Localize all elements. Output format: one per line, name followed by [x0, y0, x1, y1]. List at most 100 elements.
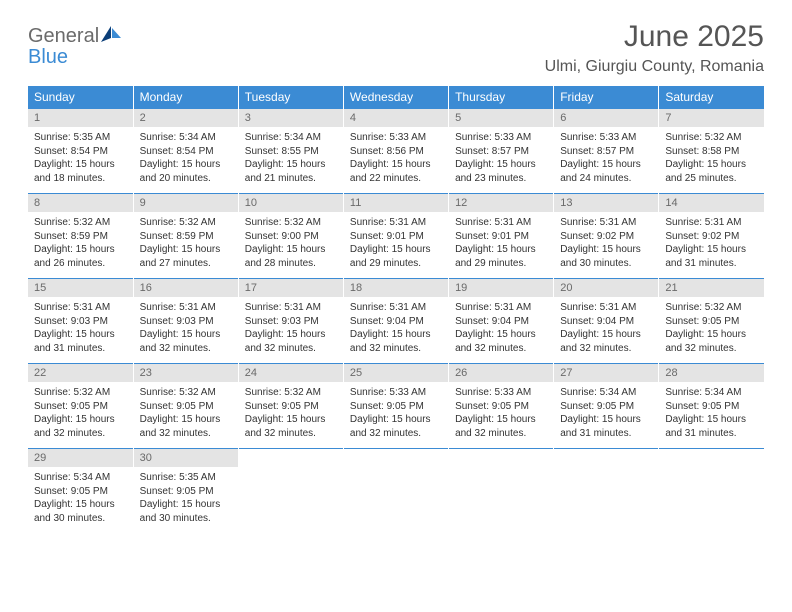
sunrise-text: Sunrise: 5:34 AM: [245, 131, 337, 145]
day-number: 4: [344, 109, 448, 127]
daylight-line1: Daylight: 15 hours: [245, 158, 337, 172]
day-body: Sunrise: 5:31 AMSunset: 9:01 PMDaylight:…: [449, 212, 553, 278]
day-body: Sunrise: 5:31 AMSunset: 9:01 PMDaylight:…: [344, 212, 448, 278]
sunrise-text: Sunrise: 5:32 AM: [34, 386, 127, 400]
day-body: Sunrise: 5:32 AMSunset: 8:59 PMDaylight:…: [28, 212, 133, 278]
sunrise-text: Sunrise: 5:35 AM: [34, 131, 127, 145]
day-number: 18: [344, 279, 448, 297]
daylight-line2: and 32 minutes.: [455, 427, 547, 441]
daylight-line2: and 32 minutes.: [455, 342, 547, 356]
daylight-line1: Daylight: 15 hours: [350, 413, 442, 427]
daylight-line2: and 25 minutes.: [665, 172, 758, 186]
daylight-line2: and 26 minutes.: [34, 257, 127, 271]
sunrise-text: Sunrise: 5:31 AM: [560, 301, 652, 315]
daylight-line1: Daylight: 15 hours: [34, 413, 127, 427]
day-number: 10: [239, 194, 343, 212]
day-cell: 23Sunrise: 5:32 AMSunset: 9:05 PMDayligh…: [133, 364, 238, 449]
sunrise-text: Sunrise: 5:33 AM: [455, 131, 547, 145]
day-cell: 3Sunrise: 5:34 AMSunset: 8:55 PMDaylight…: [238, 109, 343, 194]
day-cell: 24Sunrise: 5:32 AMSunset: 9:05 PMDayligh…: [238, 364, 343, 449]
sunset-text: Sunset: 9:05 PM: [665, 315, 758, 329]
daylight-line2: and 21 minutes.: [245, 172, 337, 186]
sunset-text: Sunset: 9:02 PM: [665, 230, 758, 244]
daylight-line1: Daylight: 15 hours: [34, 243, 127, 257]
daylight-line2: and 28 minutes.: [245, 257, 337, 271]
sunset-text: Sunset: 9:05 PM: [455, 400, 547, 414]
sunset-text: Sunset: 9:04 PM: [455, 315, 547, 329]
day-cell: 29Sunrise: 5:34 AMSunset: 9:05 PMDayligh…: [28, 449, 133, 534]
day-cell: 20Sunrise: 5:31 AMSunset: 9:04 PMDayligh…: [554, 279, 659, 364]
sunset-text: Sunset: 9:05 PM: [245, 400, 337, 414]
day-body: Sunrise: 5:33 AMSunset: 9:05 PMDaylight:…: [449, 382, 553, 448]
daylight-line1: Daylight: 15 hours: [350, 158, 442, 172]
daylight-line2: and 32 minutes.: [34, 427, 127, 441]
day-number: 19: [449, 279, 553, 297]
sunrise-text: Sunrise: 5:32 AM: [34, 216, 127, 230]
day-body: Sunrise: 5:31 AMSunset: 9:02 PMDaylight:…: [554, 212, 658, 278]
day-number: 5: [449, 109, 553, 127]
daylight-line2: and 32 minutes.: [245, 342, 337, 356]
day-cell: 27Sunrise: 5:34 AMSunset: 9:05 PMDayligh…: [554, 364, 659, 449]
sunrise-text: Sunrise: 5:31 AM: [350, 216, 442, 230]
day-cell: [554, 449, 659, 534]
day-cell: [238, 449, 343, 534]
sunset-text: Sunset: 9:04 PM: [560, 315, 652, 329]
day-body: Sunrise: 5:35 AMSunset: 9:05 PMDaylight:…: [134, 467, 238, 533]
sunrise-text: Sunrise: 5:32 AM: [245, 216, 337, 230]
day-number: 11: [344, 194, 448, 212]
sunset-text: Sunset: 9:05 PM: [665, 400, 758, 414]
daylight-line2: and 32 minutes.: [350, 427, 442, 441]
sunrise-text: Sunrise: 5:31 AM: [34, 301, 127, 315]
daylight-line1: Daylight: 15 hours: [560, 243, 652, 257]
sunset-text: Sunset: 9:05 PM: [560, 400, 652, 414]
weekday-header: Sunday: [28, 86, 133, 109]
sunset-text: Sunset: 8:54 PM: [34, 145, 127, 159]
sunset-text: Sunset: 8:57 PM: [455, 145, 547, 159]
daylight-line2: and 30 minutes.: [140, 512, 232, 526]
sunset-text: Sunset: 9:00 PM: [245, 230, 337, 244]
day-cell: 7Sunrise: 5:32 AMSunset: 8:58 PMDaylight…: [659, 109, 764, 194]
daylight-line1: Daylight: 15 hours: [350, 328, 442, 342]
daylight-line2: and 31 minutes.: [665, 257, 758, 271]
daylight-line1: Daylight: 15 hours: [665, 413, 758, 427]
day-cell: 30Sunrise: 5:35 AMSunset: 9:05 PMDayligh…: [133, 449, 238, 534]
daylight-line2: and 32 minutes.: [665, 342, 758, 356]
day-body: Sunrise: 5:34 AMSunset: 9:05 PMDaylight:…: [659, 382, 764, 448]
day-body: Sunrise: 5:33 AMSunset: 8:57 PMDaylight:…: [449, 127, 553, 193]
weekday-header: Saturday: [659, 86, 764, 109]
daylight-line1: Daylight: 15 hours: [140, 498, 232, 512]
day-cell: 4Sunrise: 5:33 AMSunset: 8:56 PMDaylight…: [343, 109, 448, 194]
day-body: Sunrise: 5:31 AMSunset: 9:03 PMDaylight:…: [28, 297, 133, 363]
day-body: Sunrise: 5:31 AMSunset: 9:03 PMDaylight:…: [134, 297, 238, 363]
daylight-line2: and 29 minutes.: [455, 257, 547, 271]
daylight-line2: and 32 minutes.: [560, 342, 652, 356]
daylight-line1: Daylight: 15 hours: [245, 243, 337, 257]
day-cell: 8Sunrise: 5:32 AMSunset: 8:59 PMDaylight…: [28, 194, 133, 279]
daylight-line2: and 31 minutes.: [34, 342, 127, 356]
daylight-line1: Daylight: 15 hours: [455, 243, 547, 257]
week-row: 29Sunrise: 5:34 AMSunset: 9:05 PMDayligh…: [28, 449, 764, 534]
sunrise-text: Sunrise: 5:32 AM: [140, 216, 232, 230]
daylight-line1: Daylight: 15 hours: [665, 243, 758, 257]
daylight-line2: and 23 minutes.: [455, 172, 547, 186]
day-body: Sunrise: 5:32 AMSunset: 9:05 PMDaylight:…: [134, 382, 238, 448]
sunset-text: Sunset: 9:03 PM: [245, 315, 337, 329]
daylight-line2: and 30 minutes.: [560, 257, 652, 271]
day-body: Sunrise: 5:32 AMSunset: 8:59 PMDaylight:…: [134, 212, 238, 278]
sunset-text: Sunset: 9:05 PM: [140, 485, 232, 499]
sunrise-text: Sunrise: 5:34 AM: [34, 471, 127, 485]
sunset-text: Sunset: 9:03 PM: [140, 315, 232, 329]
daylight-line1: Daylight: 15 hours: [665, 158, 758, 172]
day-cell: [659, 449, 764, 534]
calendar-table: Sunday Monday Tuesday Wednesday Thursday…: [28, 86, 764, 533]
day-cell: 21Sunrise: 5:32 AMSunset: 9:05 PMDayligh…: [659, 279, 764, 364]
week-row: 1Sunrise: 5:35 AMSunset: 8:54 PMDaylight…: [28, 109, 764, 194]
day-cell: 22Sunrise: 5:32 AMSunset: 9:05 PMDayligh…: [28, 364, 133, 449]
day-body: Sunrise: 5:34 AMSunset: 8:55 PMDaylight:…: [239, 127, 343, 193]
day-number: 12: [449, 194, 553, 212]
sunrise-text: Sunrise: 5:32 AM: [665, 301, 758, 315]
sunrise-text: Sunrise: 5:34 AM: [560, 386, 652, 400]
sunset-text: Sunset: 9:05 PM: [34, 485, 127, 499]
day-body: Sunrise: 5:32 AMSunset: 9:05 PMDaylight:…: [28, 382, 133, 448]
day-cell: 19Sunrise: 5:31 AMSunset: 9:04 PMDayligh…: [449, 279, 554, 364]
